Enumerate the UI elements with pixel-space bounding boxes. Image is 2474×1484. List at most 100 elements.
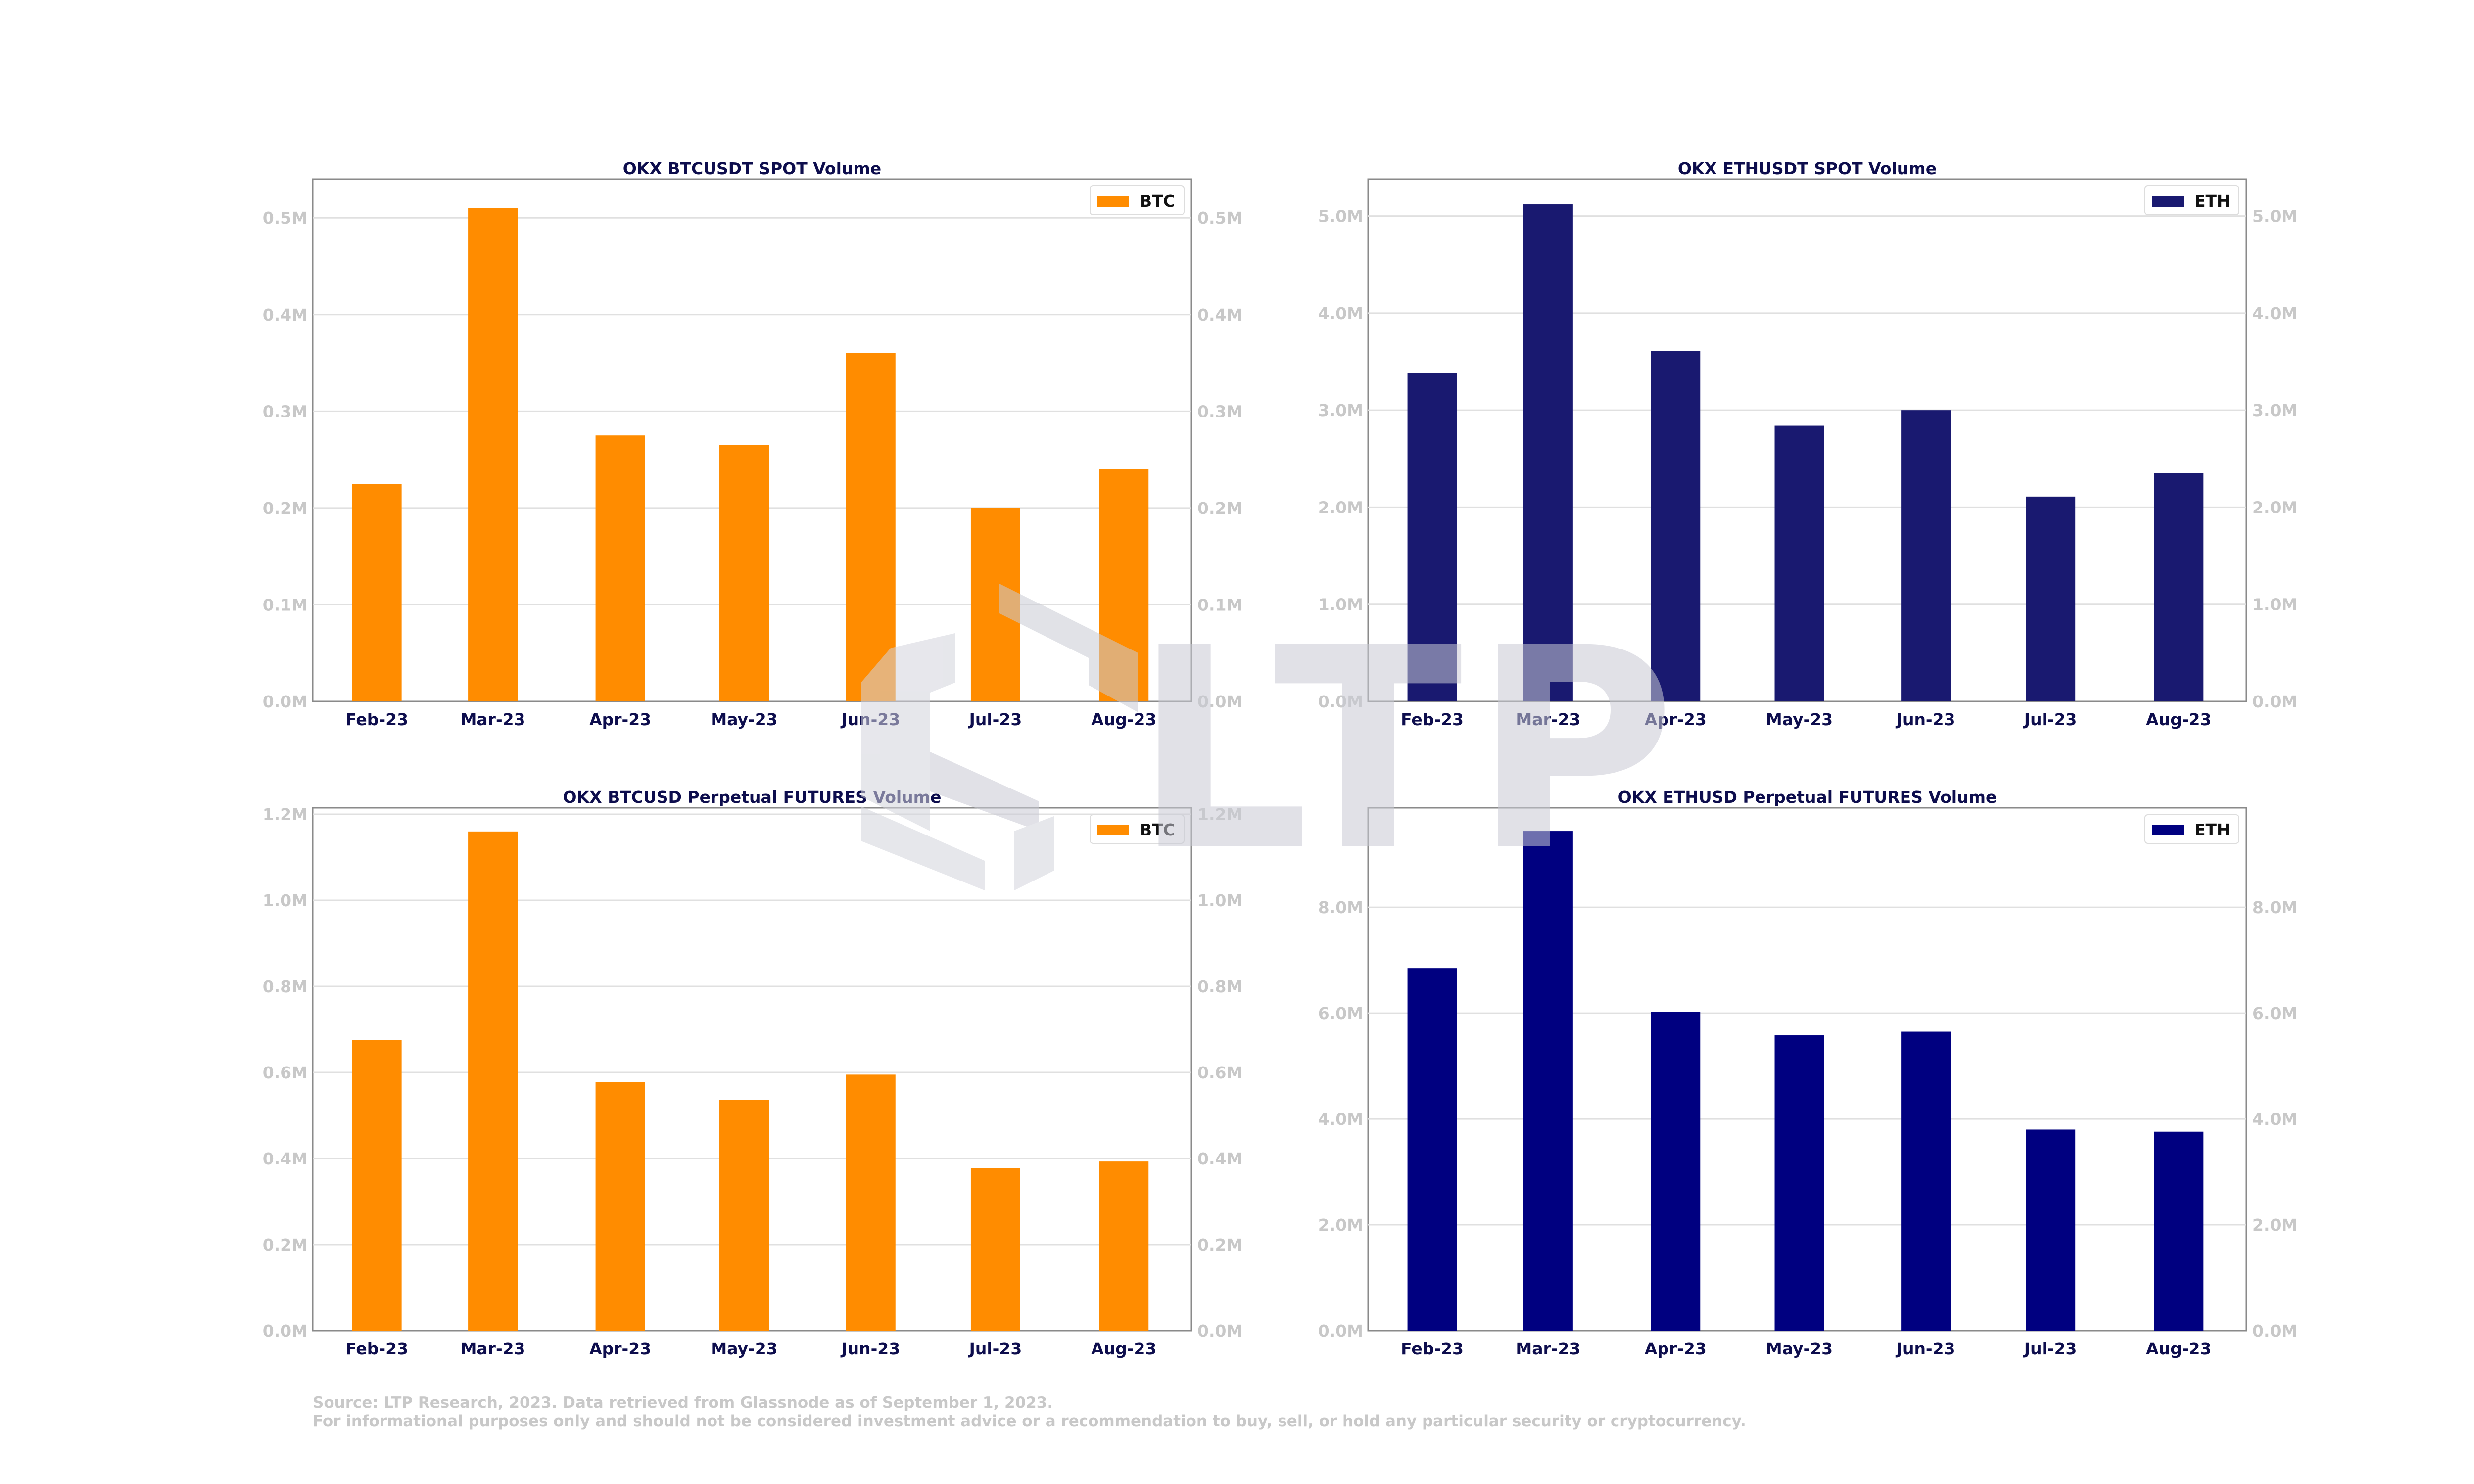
legend: ETH — [2144, 814, 2239, 844]
bar — [1774, 425, 1824, 701]
x-tick-label: Mar-23 — [461, 710, 525, 729]
x-tick-label: Aug-23 — [2146, 1339, 2211, 1358]
y-tick-label-right: 0.4M — [1197, 1149, 1242, 1168]
y-tick-label-right: 3.0M — [2252, 401, 2297, 420]
bar — [846, 1074, 896, 1331]
bar — [1901, 410, 1951, 701]
x-tick-label: Mar-23 — [461, 1339, 525, 1358]
y-tick-label-right: 0.5M — [1197, 208, 1242, 228]
ltp-watermark: LTP — [861, 584, 1676, 912]
legend-swatch — [2152, 196, 2184, 207]
bar — [1651, 1012, 1701, 1331]
bar — [1523, 204, 1573, 701]
bar — [1774, 1035, 1824, 1331]
bar — [1407, 968, 1457, 1331]
y-tick-label-left: 0.4M — [263, 1149, 308, 1168]
bar — [468, 208, 518, 702]
x-tick-label: Apr-23 — [589, 1339, 651, 1358]
y-tick-label-left: 0.0M — [263, 692, 308, 711]
y-tick-label-right: 1.0M — [2252, 595, 2297, 614]
y-tick-label-left: 0.5M — [263, 208, 308, 228]
x-tick-label: Mar-23 — [1516, 710, 1580, 729]
y-tick-label-left: 0.1M — [263, 595, 308, 614]
y-tick-label-left: 1.0M — [1318, 595, 1363, 614]
bar — [719, 1100, 769, 1331]
source-line: Source: LTP Research, 2023. Data retriev… — [313, 1394, 1053, 1412]
y-tick-label-right: 8.0M — [2252, 898, 2297, 917]
watermark-logo-shape — [861, 633, 955, 831]
legend-swatch — [2152, 825, 2184, 835]
y-tick-label-right: 0.0M — [1197, 1321, 1242, 1341]
x-tick-label: Jul-23 — [968, 1339, 1022, 1358]
y-tick-label-left: 0.4M — [263, 305, 308, 325]
legend-box — [1090, 814, 1185, 844]
legend-label: ETH — [2194, 191, 2231, 211]
y-tick-label-right: 0.8M — [1197, 977, 1242, 996]
y-tick-label-right: 0.2M — [1197, 499, 1242, 518]
chart-panel: 0.0M 0.0M 0.2M 0.2M 0.4M 0.4M 0.6M 0.6M 0.8M 0.8M… — [263, 788, 1243, 1358]
bar — [595, 1082, 645, 1331]
x-tick-label: Aug-23 — [2146, 710, 2211, 729]
x-tick-label: Apr-23 — [1645, 1339, 1707, 1358]
y-tick-label-left: 6.0M — [1318, 1004, 1363, 1023]
legend-box — [2144, 814, 2239, 844]
x-tick-label: Jun-23 — [1896, 710, 1955, 729]
y-tick-label-right: 0.3M — [1197, 402, 1242, 421]
y-tick-label-right: 4.0M — [2252, 304, 2297, 323]
bar — [2026, 1129, 2076, 1331]
y-tick-label-right: 5.0M — [2252, 207, 2297, 226]
y-tick-label-right: 0.0M — [1197, 692, 1242, 711]
x-tick-label: May-23 — [711, 1339, 777, 1358]
bar — [352, 1040, 402, 1331]
chart-panel: 0.0M 0.0M 0.1M 0.1M 0.2M 0.2M 0.3M 0.3M 0.4M 0.4M… — [263, 159, 1243, 729]
x-tick-label: Apr-23 — [1645, 710, 1707, 729]
legend-swatch — [1097, 825, 1129, 835]
y-tick-label-left: 0.2M — [263, 499, 308, 518]
bar — [846, 353, 896, 701]
x-tick-label: Feb-23 — [1401, 1339, 1464, 1358]
bar — [1901, 1031, 1951, 1331]
x-tick-label: Jun-23 — [1896, 1339, 1955, 1358]
bar — [1407, 373, 1457, 701]
x-tick-label: May-23 — [1766, 1339, 1833, 1358]
x-tick-label: Jul-23 — [2023, 710, 2077, 729]
x-tick-label: Mar-23 — [1516, 1339, 1580, 1358]
watermark-logo-shape — [999, 584, 1138, 712]
y-tick-label-right: 1.2M — [1197, 805, 1242, 824]
source-footer: Source: LTP Research, 2023. Data retriev… — [313, 1394, 1746, 1431]
legend-label: ETH — [2194, 820, 2231, 839]
y-tick-label-right: 4.0M — [2252, 1110, 2297, 1129]
charts-layer: 0.0M 0.0M 0.1M 0.1M 0.2M 0.2M 0.3M 0.3M 0.4M 0.4M… — [263, 159, 2298, 1358]
y-tick-label-right: 0.1M — [1197, 595, 1242, 614]
y-tick-label-left: 0.2M — [263, 1235, 308, 1254]
bar — [1651, 351, 1701, 701]
y-tick-label-left: 2.0M — [1318, 498, 1363, 517]
chart-title: OKX ETHUSD Perpetual FUTURES Volume — [1618, 788, 1997, 807]
y-tick-label-left: 3.0M — [1318, 401, 1363, 420]
x-tick-label: May-23 — [711, 710, 777, 729]
bar — [719, 445, 769, 701]
bar — [2154, 1131, 2204, 1331]
y-tick-label-right: 2.0M — [2252, 1215, 2297, 1235]
y-tick-label-left: 0.6M — [263, 1063, 308, 1082]
bar — [595, 435, 645, 701]
y-tick-label-left: 1.2M — [263, 805, 308, 824]
bar — [2026, 496, 2076, 701]
y-tick-label-right: 0.0M — [2252, 1321, 2297, 1341]
bar — [970, 1168, 1020, 1331]
x-tick-label: Aug-23 — [1091, 710, 1156, 729]
x-tick-label: May-23 — [1766, 710, 1833, 729]
y-tick-label-left: 4.0M — [1318, 1110, 1363, 1129]
y-tick-label-left: 0.8M — [263, 977, 308, 996]
x-tick-label: Aug-23 — [1091, 1339, 1156, 1358]
chart-title: OKX ETHUSDT SPOT Volume — [1678, 159, 1937, 178]
y-tick-label-left: 8.0M — [1318, 898, 1363, 917]
y-tick-label-left: 0.0M — [1318, 692, 1363, 711]
x-tick-label: Feb-23 — [345, 710, 408, 729]
legend-box — [1090, 186, 1185, 215]
y-tick-label-left: 1.0M — [263, 891, 308, 910]
y-tick-label-right: 0.0M — [2252, 692, 2297, 711]
y-tick-label-right: 1.0M — [1197, 891, 1242, 910]
x-tick-label: Jul-23 — [968, 710, 1022, 729]
y-tick-label-left: 5.0M — [1318, 207, 1363, 226]
